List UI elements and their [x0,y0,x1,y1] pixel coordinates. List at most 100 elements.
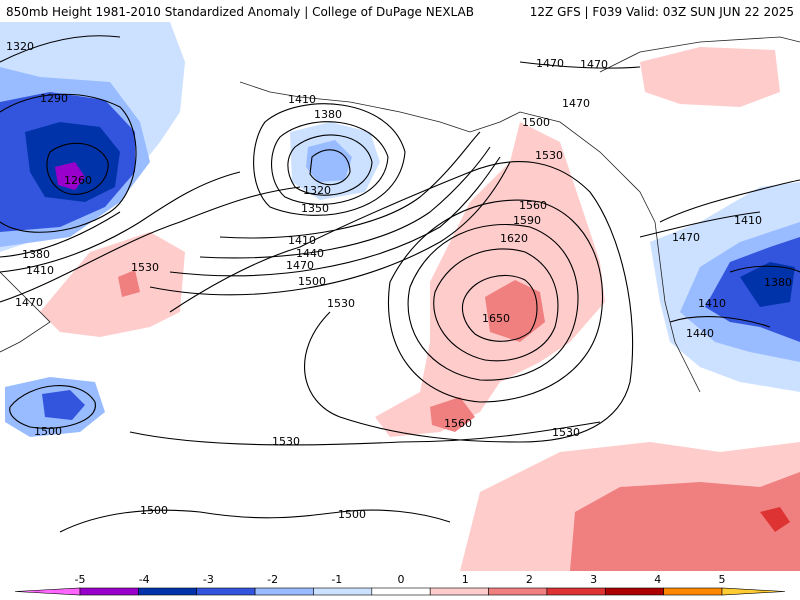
colorbar-bin [313,587,373,596]
neg-anomaly-west-3 [25,122,120,202]
contour-1620 [433,248,559,362]
contour-1440-np [199,146,491,259]
contour-labels: 1320 1290 1260 1380 1410 1470 1530 1500 … [6,40,792,521]
pos-anomaly-south-inner [570,472,800,571]
colorbar-bin [429,587,489,596]
colorbar-tick-label: 1 [462,573,469,586]
anomaly-colorbar: -5 -4 -3 -2 -1 0 1 2 3 4 5 [14,573,786,596]
label-1320-aleutian-center: 1320 [303,184,331,197]
pos-anomaly-ridge [375,122,605,437]
contour-1470-canada [519,61,641,69]
colorbar-tick-label: -4 [139,573,150,586]
neg-anomaly-west-core [55,162,85,190]
colorbar-bin [196,587,256,596]
label-1620-high: 1620 [500,232,528,245]
canada-coastline [599,36,800,73]
colorbar-tick-label: -5 [75,573,86,586]
map-panel: 1320 1290 1260 1380 1410 1470 1530 1500 … [0,22,800,571]
contour-1350-aleutian [287,134,373,196]
contour-1470-np [169,156,501,277]
label-1470-east: 1470 [672,231,700,244]
colorbar-tick-label: 0 [398,573,405,586]
label-1590-high: 1590 [513,214,541,227]
colorbar-bin [371,587,431,596]
model-run-info: 12Z GFS | F039 Valid: 03Z SUN JUN 22 202… [529,5,794,19]
label-1470-north-pacific: 1470 [286,259,314,272]
contour-1410-east [659,179,800,223]
map-title: 850mb Height 1981-2010 Standardized Anom… [6,5,474,19]
label-1530-south-east: 1530 [552,426,580,439]
colorbar-tick-label: 3 [590,573,597,586]
contour-1380-east [729,265,800,273]
colorbar-tick-label: -3 [203,573,214,586]
colorbar-bin [546,587,606,596]
contour-1530-south [129,421,601,446]
contour-1320-aleutian [309,149,351,186]
neg-anomaly-aleutian-inner [306,140,352,182]
colorbar-tick-label: 5 [719,573,726,586]
pos-anomaly-west-pacific-inner [118,270,140,297]
label-1500-south-1: 1500 [140,504,168,517]
label-1290-west-low: 1290 [40,92,68,105]
label-1500-north-pacific: 1500 [298,275,326,288]
label-1350-aleutian: 1350 [301,202,329,215]
colorbar-bin [663,587,723,596]
contour-1440-east [669,316,771,328]
contour-1560 [388,199,604,403]
contour-1500-sw-low [9,385,96,429]
asia-coastline [0,271,51,353]
label-1440-north-pacific: 1440 [296,247,324,260]
label-1410-east-1: 1410 [734,214,762,227]
label-1440-east: 1440 [686,327,714,340]
pos-anomaly-ridge-inner [485,280,545,342]
label-1380-east: 1380 [764,276,792,289]
label-1530-south-west: 1530 [272,435,300,448]
height-contours [0,35,800,533]
label-1560-hawaii: 1560 [444,417,472,430]
colorbar-bin [79,587,139,596]
neg-anomaly-sw-inner [42,390,85,420]
label-1410-east-2: 1410 [698,297,726,310]
label-1530-gulf-alaska: 1530 [535,149,563,162]
contour-1290 [0,93,137,233]
label-1500-sw-low: 1500 [34,425,62,438]
pos-anomaly-canada [640,47,780,107]
label-1650-high-center: 1650 [482,312,510,325]
label-1410-aleutian: 1410 [288,93,316,106]
label-1380-aleutian: 1380 [314,108,342,121]
label-1500-gulf-alaska: 1500 [522,116,550,129]
colorbar-ticks: -5 -4 -3 -2 -1 0 1 2 3 4 5 [75,573,726,586]
colorbar-tick-label: -2 [267,573,278,586]
contour-1500-np [149,161,511,296]
contour-1530-central [169,161,634,443]
contour-1590 [407,223,579,381]
colorbar-bin [254,587,314,596]
colorbar-bins [14,587,786,596]
label-1470-west: 1470 [15,296,43,309]
colorbar-bin [604,587,664,596]
label-1410-west: 1410 [26,264,54,277]
contour-1500-south [59,509,451,533]
label-1260-west-low-center: 1260 [64,174,92,187]
anomaly-shading [0,22,800,571]
contour-1410-aleutian [253,103,406,216]
label-1530-west: 1530 [131,261,159,274]
label-1470-canada-2: 1470 [580,58,608,71]
contour-1260 [46,142,109,195]
colorbar-bin [488,587,548,596]
label-1380-west: 1380 [22,248,50,261]
pos-anomaly-south-core [760,507,790,532]
pos-anomaly-west-pacific [40,232,185,337]
colorbar-tick-label: -1 [331,573,342,586]
colorbar-bin [721,587,786,596]
colorbar-bin [14,587,81,596]
alaska-coastline [239,81,656,223]
header-bar: 850mb Height 1981-2010 Standardized Anom… [0,0,800,22]
contour-1320-nw [0,35,121,63]
contour-1650 [461,274,538,342]
label-1320-nw: 1320 [6,40,34,53]
contour-1380-aleutian [271,121,389,205]
label-1470-canada-1: 1470 [536,57,564,70]
contour-1380-west [0,211,121,258]
